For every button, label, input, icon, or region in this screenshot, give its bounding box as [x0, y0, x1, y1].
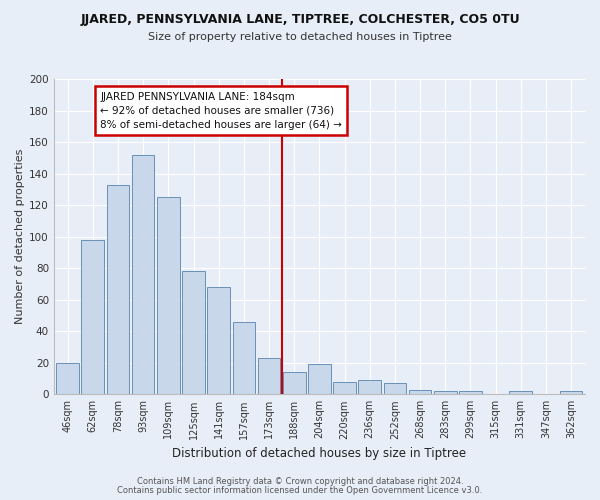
Text: Contains public sector information licensed under the Open Government Licence v3: Contains public sector information licen… — [118, 486, 482, 495]
Text: JJARED, PENNSYLVANIA LANE, TIPTREE, COLCHESTER, CO5 0TU: JJARED, PENNSYLVANIA LANE, TIPTREE, COLC… — [80, 12, 520, 26]
Bar — [383, 384, 406, 394]
Y-axis label: Number of detached properties: Number of detached properties — [15, 149, 25, 324]
Bar — [509, 391, 532, 394]
Bar — [233, 322, 255, 394]
Text: JJARED PENNSYLVANIA LANE: 184sqm
← 92% of detached houses are smaller (736)
8% o: JJARED PENNSYLVANIA LANE: 184sqm ← 92% o… — [100, 92, 342, 130]
Bar — [258, 358, 280, 395]
Bar — [333, 382, 356, 394]
Text: Size of property relative to detached houses in Tiptree: Size of property relative to detached ho… — [148, 32, 452, 42]
X-axis label: Distribution of detached houses by size in Tiptree: Distribution of detached houses by size … — [172, 447, 466, 460]
Bar — [358, 380, 381, 394]
Bar — [132, 154, 154, 394]
Bar — [283, 372, 305, 394]
Bar — [182, 272, 205, 394]
Bar — [82, 240, 104, 394]
Bar — [56, 363, 79, 394]
Bar — [107, 184, 130, 394]
Bar — [208, 287, 230, 395]
Text: Contains HM Land Registry data © Crown copyright and database right 2024.: Contains HM Land Registry data © Crown c… — [137, 477, 463, 486]
Bar — [434, 391, 457, 394]
Bar — [157, 197, 179, 394]
Bar — [560, 391, 583, 394]
Bar — [459, 391, 482, 394]
Bar — [308, 364, 331, 394]
Bar — [409, 390, 431, 394]
